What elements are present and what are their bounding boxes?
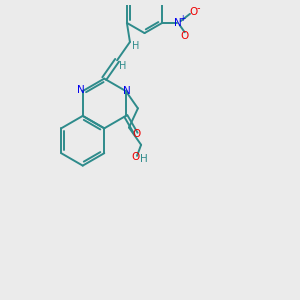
Text: N: N (123, 86, 131, 96)
Text: +: + (179, 14, 186, 23)
Text: O: O (132, 129, 140, 139)
Text: O: O (180, 32, 188, 41)
Text: H: H (119, 61, 126, 70)
Text: H: H (140, 154, 148, 164)
Text: N: N (77, 85, 85, 94)
Text: H: H (132, 41, 140, 51)
Text: -: - (196, 4, 200, 14)
Text: N: N (174, 18, 182, 28)
Text: O: O (190, 7, 198, 17)
Text: O: O (131, 152, 140, 162)
